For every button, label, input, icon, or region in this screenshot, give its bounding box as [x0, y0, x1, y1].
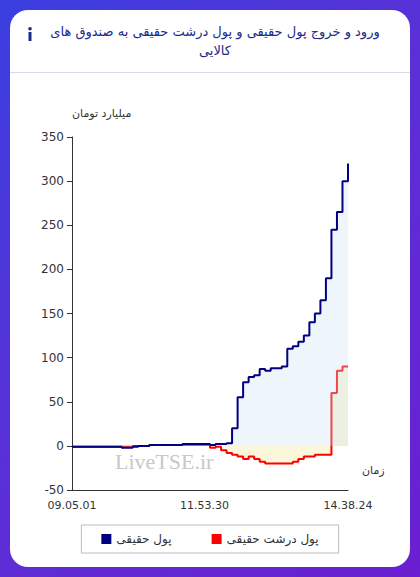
svg-text:14.38.24: 14.38.24: [324, 499, 373, 512]
svg-text:پول حقیقی: پول حقیقی: [116, 532, 171, 547]
svg-text:میلیارد تومان: میلیارد تومان: [72, 107, 131, 120]
svg-text:پول درشت حقیقی: پول درشت حقیقی: [227, 532, 319, 547]
html-text:ورود و خروج پول حقیقی و پول در: ورود و خروج پول حقیقی و پول درشت حقیقی ب…: [50, 24, 380, 58]
svg-text:200: 200: [41, 262, 64, 276]
svg-text:100: 100: [41, 351, 64, 365]
svg-text:50: 50: [49, 395, 64, 409]
svg-text:0: 0: [56, 439, 64, 453]
svg-text:11.53.30: 11.53.30: [180, 499, 229, 512]
svg-text:-50: -50: [44, 483, 64, 497]
svg-text:LiveTSE.ir: LiveTSE.ir: [115, 449, 214, 474]
svg-text:300: 300: [41, 174, 64, 188]
svg-text:350: 350: [41, 130, 64, 144]
svg-text:150: 150: [41, 307, 64, 321]
svg-text:زمان: زمان: [362, 464, 385, 477]
svg-text:250: 250: [41, 218, 64, 232]
svg-text:09.05.01: 09.05.01: [48, 499, 97, 512]
